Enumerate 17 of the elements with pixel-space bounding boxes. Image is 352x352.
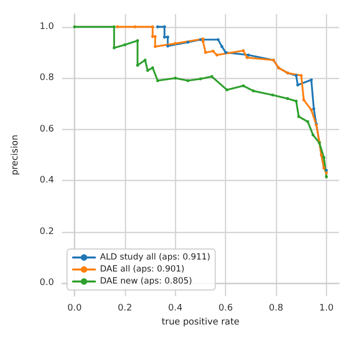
- x-tick-label: 0.2: [118, 304, 132, 314]
- legend-label: DAE new (aps: 0.805): [100, 276, 192, 286]
- y-tick-label: 0.4: [40, 176, 54, 186]
- legend-label: DAE all (aps: 0.901): [100, 264, 184, 274]
- y-tick-label: 1.0: [40, 22, 54, 32]
- x-tick-label: 0.4: [168, 304, 183, 314]
- x-tick-label: 0.8: [268, 304, 284, 314]
- x-tick-label: 0.6: [218, 304, 234, 314]
- x-axis-title: true positive rate: [162, 318, 240, 328]
- y-tick-label: 0.2: [40, 226, 54, 237]
- y-tick-label: 0.8: [40, 73, 54, 84]
- legend-label: ALD study all (aps: 0.911): [100, 252, 210, 262]
- y-tick-label: 0.6: [40, 124, 54, 134]
- x-tick-label: 1.0: [319, 304, 334, 314]
- y-axis-title: precision: [10, 134, 20, 176]
- y-tick-label: 0.0: [40, 278, 54, 288]
- x-tick-label: 0.0: [67, 304, 82, 314]
